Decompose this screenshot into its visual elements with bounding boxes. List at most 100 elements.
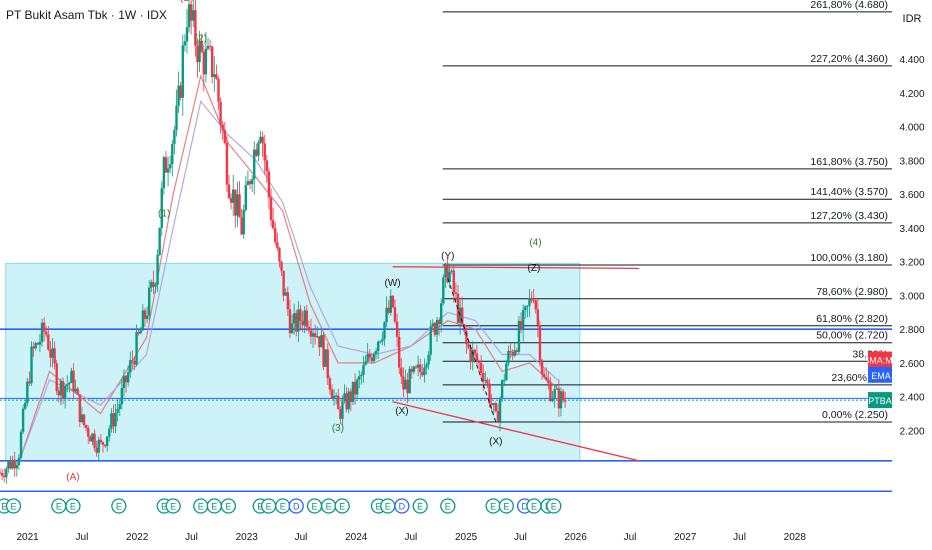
candle-body xyxy=(141,310,145,331)
trendline xyxy=(392,266,640,270)
event-marker-letter: E xyxy=(161,502,167,512)
candle-body xyxy=(59,381,63,396)
candle-body xyxy=(406,379,409,394)
candle-body xyxy=(309,330,313,337)
candle-body xyxy=(206,45,210,49)
candle-body xyxy=(103,444,107,447)
earnings-marker-icon[interactable] xyxy=(165,498,181,514)
candle-body xyxy=(339,409,342,419)
fib-level-label: 141,40% (3.570) xyxy=(810,186,888,198)
x-tick-label: Jul xyxy=(733,532,746,543)
candle-body xyxy=(137,331,140,334)
candle-body xyxy=(49,349,52,358)
candle-body xyxy=(389,295,392,313)
candle-body xyxy=(482,372,485,381)
candle-body xyxy=(181,45,184,98)
earnings-marker-icon[interactable] xyxy=(412,498,428,514)
candle-body xyxy=(248,181,252,185)
fib-level-label: 261,80% (4.680) xyxy=(810,0,888,11)
candle-body xyxy=(162,157,166,189)
candle-body xyxy=(126,372,130,383)
candle-body xyxy=(238,194,241,218)
candle-body xyxy=(271,220,275,229)
earnings-marker-icon[interactable] xyxy=(220,498,237,514)
candle-body xyxy=(427,354,430,365)
candle-body xyxy=(332,395,336,399)
candle-body xyxy=(467,344,470,348)
earnings-marker-icon[interactable] xyxy=(546,498,562,514)
candle-body xyxy=(442,277,445,304)
candle-body xyxy=(553,389,556,399)
candle-body xyxy=(116,408,119,413)
dividend-marker-icon[interactable] xyxy=(288,498,304,514)
candle-body xyxy=(168,164,172,169)
event-marker-letter: E xyxy=(445,502,451,512)
price-axis[interactable] xyxy=(892,0,932,550)
wave-label: (2) xyxy=(195,33,207,44)
candle-body xyxy=(80,414,84,422)
dividend-marker-icon[interactable] xyxy=(394,498,410,514)
y-tick-label: 4.000 xyxy=(899,123,924,134)
time-axis[interactable] xyxy=(0,520,892,550)
candle-body xyxy=(311,333,315,337)
candle-body xyxy=(408,368,411,394)
candle-body xyxy=(173,129,176,144)
indicator-tag-label: EMA xyxy=(871,371,891,381)
candle-body xyxy=(244,185,248,210)
candle-body xyxy=(330,389,334,399)
candle-body xyxy=(379,341,382,343)
candle-body xyxy=(261,136,264,144)
candle-body xyxy=(372,353,376,362)
earnings-marker-icon[interactable] xyxy=(65,498,81,514)
earnings-marker-icon[interactable] xyxy=(5,498,22,514)
x-tick-label: Jul xyxy=(185,532,198,543)
event-marker-letter: E xyxy=(266,502,272,512)
candle-body xyxy=(433,323,437,335)
candle-body xyxy=(204,48,208,75)
candle-body xyxy=(355,379,359,395)
candle-body xyxy=(484,380,487,382)
candle-body xyxy=(479,362,483,373)
x-tick-label: 2021 xyxy=(16,532,39,543)
earnings-marker-icon[interactable] xyxy=(498,498,514,514)
earnings-marker-icon[interactable] xyxy=(111,498,127,514)
y-tick-label: 3.400 xyxy=(899,224,924,235)
candle-body xyxy=(353,381,357,395)
event-marker-letter: E xyxy=(326,502,332,512)
candle-body xyxy=(402,376,405,390)
candle-body xyxy=(376,341,380,352)
candle-body xyxy=(542,374,546,378)
candle-body xyxy=(3,475,6,478)
candle-body xyxy=(185,27,189,42)
candle-body xyxy=(108,428,111,437)
x-tick-label: Jul xyxy=(514,532,527,543)
candle-body xyxy=(360,374,363,377)
candle-body xyxy=(227,184,231,199)
candle-body xyxy=(158,227,161,255)
candle-body xyxy=(234,189,237,216)
candle-body xyxy=(72,370,75,392)
candle-body xyxy=(177,85,180,106)
event-marker-letter: E xyxy=(531,502,537,512)
earnings-marker-icon[interactable] xyxy=(334,498,350,514)
candle-body xyxy=(274,228,277,243)
event-marker-letter: E xyxy=(339,502,345,512)
event-marker-letter: E xyxy=(225,502,231,512)
candle-body xyxy=(429,326,432,355)
candle-body xyxy=(461,307,464,325)
candle-body xyxy=(11,459,14,469)
candle-body xyxy=(496,411,500,422)
candle-body xyxy=(120,388,124,405)
candle-body xyxy=(284,292,287,296)
candle-body xyxy=(0,472,2,474)
candle-body xyxy=(208,45,212,47)
candle-body xyxy=(328,378,332,390)
candle-body xyxy=(269,197,273,221)
x-tick-label: 2027 xyxy=(674,532,697,543)
y-tick-label: 4.400 xyxy=(899,55,924,66)
candle-body xyxy=(526,305,529,307)
symbol-tag xyxy=(868,392,892,409)
candle-body xyxy=(299,309,302,321)
earnings-marker-icon[interactable] xyxy=(440,498,456,514)
